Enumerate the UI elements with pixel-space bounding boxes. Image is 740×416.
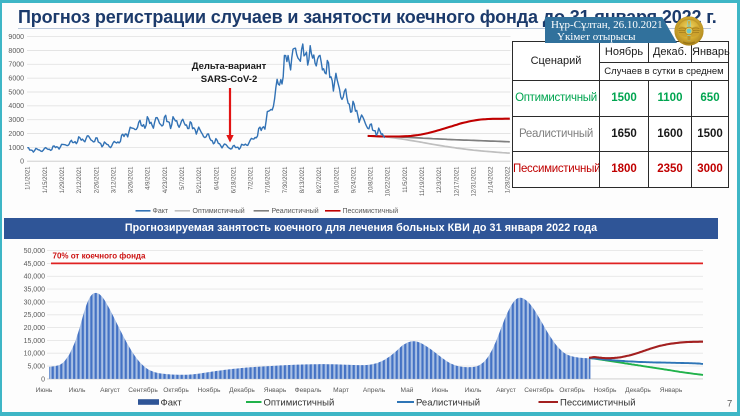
svg-text:0: 0 <box>41 376 45 383</box>
svg-text:4000: 4000 <box>8 103 24 110</box>
svg-text:5000: 5000 <box>8 89 24 96</box>
svg-text:40,000: 40,000 <box>24 274 46 281</box>
svg-text:9000: 9000 <box>8 34 24 41</box>
svg-text:Апрель: Апрель <box>363 387 386 394</box>
svg-text:7/2/2021: 7/2/2021 <box>249 166 255 190</box>
svg-text:Факт: Факт <box>153 208 169 215</box>
svg-text:30,000: 30,000 <box>24 299 46 306</box>
svg-text:10/8/2021: 10/8/2021 <box>369 166 375 193</box>
svg-text:1/28/2022: 1/28/2022 <box>506 166 512 193</box>
svg-text:3/12/2021: 3/12/2021 <box>111 166 117 193</box>
svg-text:Октябрь: Октябрь <box>559 386 585 394</box>
svg-text:35,000: 35,000 <box>24 287 46 294</box>
svg-text:10,000: 10,000 <box>24 351 46 358</box>
svg-text:7/16/2021: 7/16/2021 <box>266 166 272 193</box>
svg-text:Реалистичный: Реалистичный <box>272 207 319 215</box>
svg-text:25,000: 25,000 <box>24 312 46 319</box>
svg-text:11/5/2021: 11/5/2021 <box>403 166 409 193</box>
svg-text:1000: 1000 <box>8 145 24 152</box>
svg-text:9/24/2021: 9/24/2021 <box>351 166 357 193</box>
svg-text:Октябрь: Октябрь <box>163 386 189 394</box>
svg-text:5/7/2021: 5/7/2021 <box>180 166 186 190</box>
svg-text:11/19/2021: 11/19/2021 <box>420 166 426 196</box>
svg-text:Дельта-вариант: Дельта-вариант <box>192 61 267 72</box>
svg-text:10/22/2021: 10/22/2021 <box>386 166 392 197</box>
svg-text:3000: 3000 <box>8 117 24 124</box>
svg-text:2/12/2021: 2/12/2021 <box>77 166 83 193</box>
svg-text:8000: 8000 <box>8 48 24 55</box>
svg-text:1/1/2021: 1/1/2021 <box>26 166 32 190</box>
svg-text:4/23/2021: 4/23/2021 <box>163 166 169 193</box>
svg-text:15,000: 15,000 <box>24 338 46 345</box>
svg-text:Май: Май <box>401 386 414 394</box>
svg-text:SARS-CoV-2: SARS-CoV-2 <box>201 74 257 85</box>
svg-text:6/18/2021: 6/18/2021 <box>231 166 237 193</box>
svg-text:1/14/2022: 1/14/2022 <box>489 166 495 193</box>
svg-text:Ноябрь: Ноябрь <box>594 386 617 394</box>
svg-text:Реалистичный: Реалистичный <box>416 397 480 408</box>
svg-text:Оптимистичный: Оптимистичный <box>193 207 245 215</box>
svg-text:2000: 2000 <box>8 131 24 138</box>
svg-text:Июнь: Июнь <box>432 387 449 394</box>
svg-text:Август: Август <box>496 387 516 394</box>
svg-text:Пессимистичный: Пессимистичный <box>560 397 636 408</box>
svg-text:Февраль: Февраль <box>295 387 322 394</box>
svg-text:Сентябрь: Сентябрь <box>524 386 554 394</box>
svg-text:Март: Март <box>333 387 349 394</box>
svg-text:20,000: 20,000 <box>24 325 46 332</box>
svg-text:6/4/2021: 6/4/2021 <box>214 166 220 190</box>
svg-text:Пессимистичный: Пессимистичный <box>343 207 399 215</box>
svg-text:7000: 7000 <box>8 62 24 69</box>
svg-text:1/29/2021: 1/29/2021 <box>60 166 66 193</box>
svg-text:Июль: Июль <box>465 387 482 394</box>
svg-text:45,000: 45,000 <box>24 261 46 268</box>
svg-text:12/3/2021: 12/3/2021 <box>437 166 443 193</box>
svg-text:7: 7 <box>727 399 732 410</box>
svg-text:12/17/2021: 12/17/2021 <box>454 166 460 197</box>
svg-text:5/21/2021: 5/21/2021 <box>197 166 203 193</box>
svg-text:70% от коечного фонда: 70% от коечного фонда <box>53 252 146 261</box>
svg-text:Ноябрь: Ноябрь <box>198 386 221 394</box>
svg-text:4/9/2021: 4/9/2021 <box>146 166 152 190</box>
svg-text:Декабрь: Декабрь <box>229 386 255 394</box>
svg-text:8/13/2021: 8/13/2021 <box>300 166 306 193</box>
svg-text:7/30/2021: 7/30/2021 <box>283 166 289 193</box>
svg-text:Факт: Факт <box>161 397 183 408</box>
svg-text:Сентябрь: Сентябрь <box>128 386 158 394</box>
svg-text:Декабрь: Декабрь <box>625 386 651 394</box>
svg-text:3/26/2021: 3/26/2021 <box>129 166 135 193</box>
svg-text:Январь: Январь <box>264 387 287 394</box>
svg-text:Оптимистичный: Оптимистичный <box>264 397 335 408</box>
svg-text:12/31/2021: 12/31/2021 <box>471 166 477 197</box>
svg-text:5,000: 5,000 <box>27 364 45 371</box>
svg-text:Июнь: Июнь <box>36 387 53 394</box>
svg-text:6000: 6000 <box>8 76 24 83</box>
svg-text:0: 0 <box>20 159 24 166</box>
svg-text:Январь: Январь <box>660 387 683 394</box>
svg-text:Июль: Июль <box>69 387 86 394</box>
svg-text:8/27/2021: 8/27/2021 <box>317 166 323 193</box>
svg-text:50,000: 50,000 <box>24 248 46 255</box>
svg-text:Август: Август <box>100 387 120 394</box>
svg-text:1/15/2021: 1/15/2021 <box>43 166 49 193</box>
svg-text:2/26/2021: 2/26/2021 <box>94 166 100 193</box>
svg-text:9/10/2021: 9/10/2021 <box>334 166 340 193</box>
